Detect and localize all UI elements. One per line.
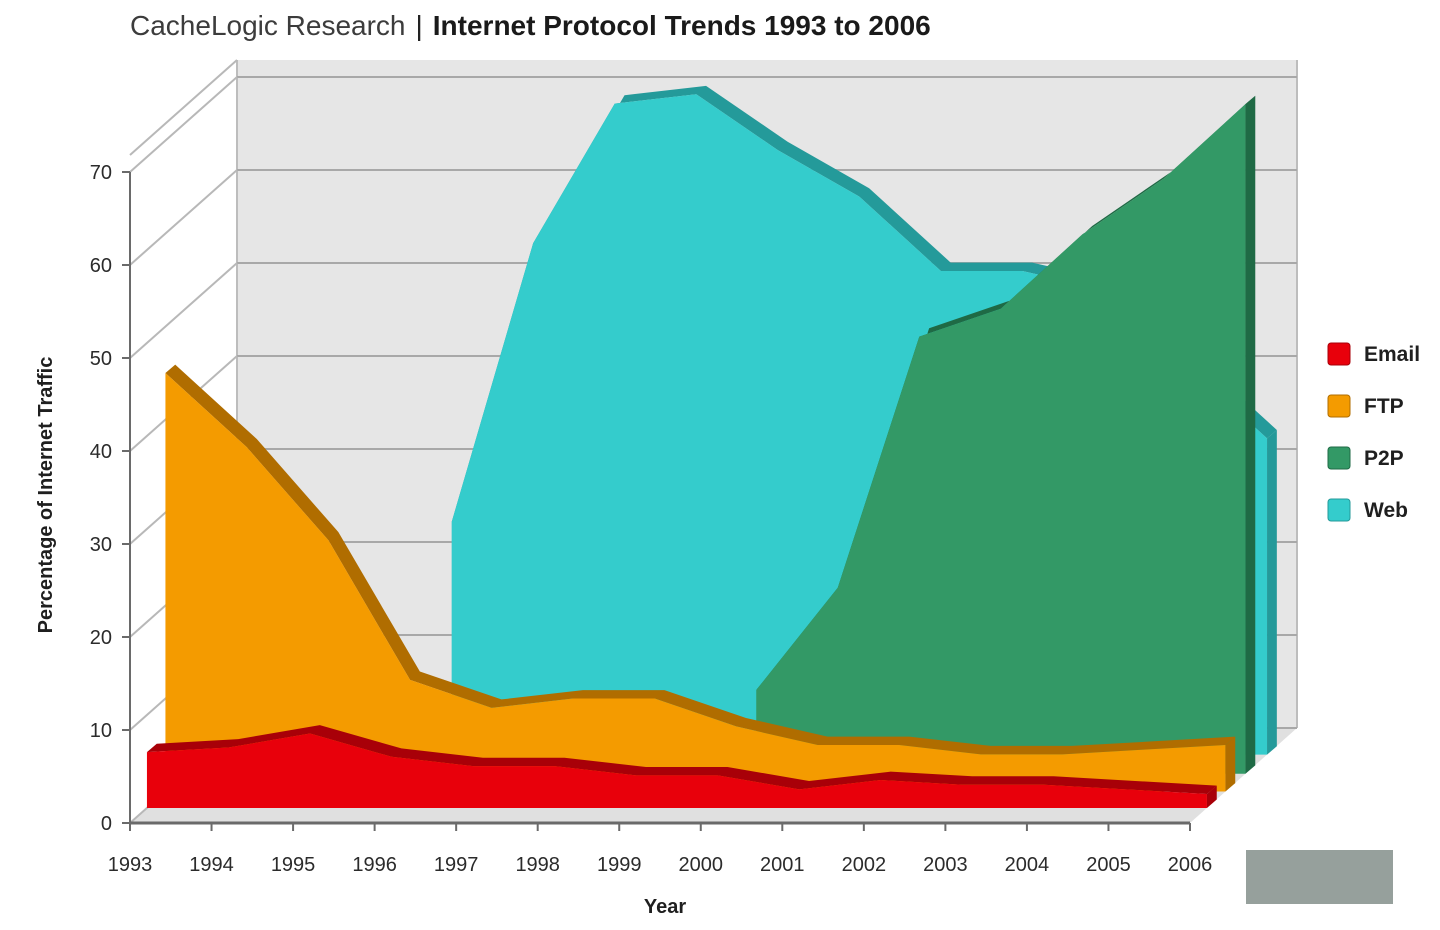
gray-placeholder-box [1246, 850, 1393, 904]
y-tick-label: 40 [90, 441, 112, 463]
x-tick-label: 1998 [515, 854, 560, 876]
series-email-end-cap [1206, 785, 1217, 808]
y-tick-label: 60 [90, 255, 112, 277]
x-axis-title: Year [644, 896, 686, 918]
y-tick-label: 10 [90, 720, 112, 742]
legend-label-email: Email [1364, 343, 1420, 366]
legend-swatch-p2p [1327, 446, 1351, 470]
gridline-side [129, 76, 238, 173]
series-ftp [165, 364, 1236, 792]
x-tick-label: 1999 [597, 854, 642, 876]
legend-label-p2p: P2P [1364, 447, 1404, 470]
legend-swatch-email [1327, 342, 1351, 366]
title-separator: | [415, 10, 423, 41]
series-ftp-area [165, 373, 1226, 792]
x-tick-label: 2004 [1005, 854, 1050, 876]
legend-label-ftp: FTP [1364, 395, 1404, 418]
x-tick-label: 2006 [1168, 854, 1213, 876]
legend-item-email: Email [1327, 342, 1420, 366]
y-tick-label: 30 [90, 534, 112, 556]
legend-item-ftp: FTP [1327, 394, 1404, 418]
x-tick-label: 2005 [1086, 854, 1131, 876]
legend-item-web: Web [1327, 498, 1408, 522]
series-p2p-area [756, 104, 1246, 774]
title-main: Internet Protocol Trends 1993 to 2006 [432, 10, 931, 41]
chart-axes-layer: 0 10 20 30 40 50 60 70 1993 1994 1995 1996 1997 1998 1… [35, 162, 1212, 918]
chart-title: CacheLogic Research | Internet Protocol … [130, 6, 931, 46]
y-tick-label: 0 [101, 813, 112, 835]
x-tick-label: 1995 [271, 854, 316, 876]
x-tick-label: 1996 [352, 854, 397, 876]
legend-item-p2p: P2P [1327, 446, 1404, 470]
legend-label-web: Web [1364, 499, 1408, 522]
x-tick-label: 2003 [923, 854, 968, 876]
legend-swatch-web [1327, 498, 1351, 522]
x-tick-label: 1997 [434, 854, 479, 876]
series-p2p [756, 95, 1256, 774]
series-email-area [146, 733, 1207, 808]
series-email [146, 725, 1217, 808]
x-tick-label: 1993 [108, 854, 153, 876]
legend-swatch-ftp [1327, 394, 1351, 418]
y-tick-label: 50 [90, 348, 112, 370]
series-email-edge [146, 725, 1217, 795]
chart-legend: Email FTP P2P Web [1327, 342, 1420, 522]
x-tick-label: 1994 [189, 854, 234, 876]
series-p2p-end-cap [1245, 95, 1256, 774]
y-tick-label: 20 [90, 627, 112, 649]
gridline-side [129, 262, 238, 359]
series-ftp-end-cap [1225, 736, 1236, 792]
title-publisher: CacheLogic Research [130, 10, 406, 41]
x-tick-label: 2000 [679, 854, 724, 876]
side-wall-top-edge [129, 59, 238, 156]
y-axis-title: Percentage of Internet Traffic [35, 357, 57, 634]
x-tick-label: 2001 [760, 854, 805, 876]
x-tick-label: 2002 [842, 854, 887, 876]
chart-series-layer [146, 85, 1277, 808]
y-tick-label: 70 [90, 162, 112, 184]
series-web-end-cap [1267, 430, 1277, 755]
gridline-side [129, 169, 238, 266]
